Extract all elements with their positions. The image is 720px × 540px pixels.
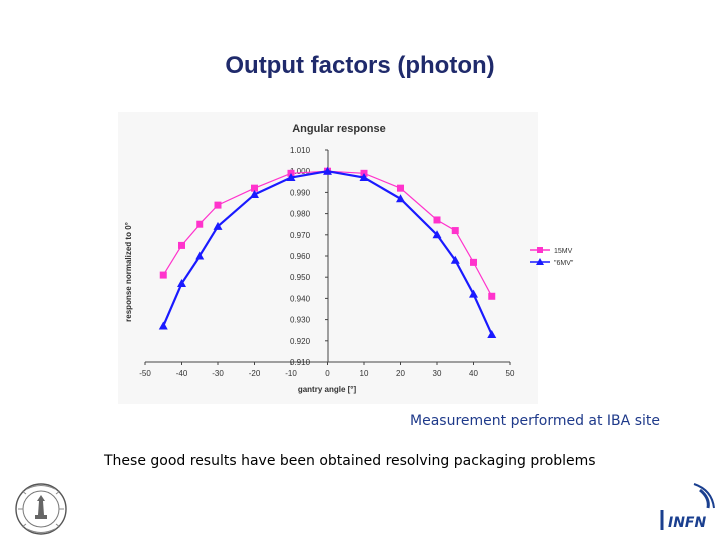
data-point-marker xyxy=(396,194,405,203)
results-note: These good results have been obtained re… xyxy=(104,453,596,469)
y-tick-label: 0.910 xyxy=(290,358,311,367)
data-point-marker xyxy=(323,166,332,175)
data-point-marker xyxy=(159,271,167,279)
page-title: Output factors (photon) xyxy=(225,52,495,79)
y-tick-label: 0.960 xyxy=(290,252,311,261)
chart-area: Angular response gantry angle [°] respon… xyxy=(118,112,574,404)
x-tick-label: 0 xyxy=(325,369,330,378)
data-point-marker xyxy=(213,221,223,230)
data-point-marker xyxy=(158,321,168,330)
data-point-marker xyxy=(195,251,205,260)
x-tick-label: 20 xyxy=(396,369,405,378)
y-tick-label: 0.990 xyxy=(290,188,311,197)
data-point-marker xyxy=(433,216,441,224)
x-tick-label: -30 xyxy=(212,369,224,378)
data-point-marker xyxy=(250,190,259,199)
legend-swatch-marker xyxy=(536,258,544,265)
data-point-marker xyxy=(451,227,459,235)
data-point-marker xyxy=(177,279,186,288)
y-tick-label: 0.930 xyxy=(290,316,311,325)
x-tick-label: 50 xyxy=(506,369,515,378)
y-axis-label: response normalized to 0° xyxy=(124,222,133,322)
y-tick-label: 0.970 xyxy=(290,231,311,240)
data-point-marker xyxy=(487,329,497,338)
y-tick-label: 0.950 xyxy=(290,273,311,282)
data-point-marker xyxy=(196,220,204,228)
x-tick-label: 40 xyxy=(469,369,478,378)
y-tick-label: 1.010 xyxy=(290,146,311,155)
data-point-marker xyxy=(469,289,478,298)
series-layer xyxy=(158,166,497,338)
x-tick-label: -50 xyxy=(139,369,151,378)
x-axis-label: gantry angle [°] xyxy=(298,385,357,394)
data-point-marker xyxy=(286,173,296,182)
y-tick-label: 1.000 xyxy=(290,167,311,176)
infn-logo-text: INFN xyxy=(668,515,706,531)
data-point-marker xyxy=(450,255,460,264)
x-tick-label: -20 xyxy=(249,369,261,378)
infn-logo-icon: INFN xyxy=(654,480,716,536)
legend: 15MV "6MV" xyxy=(530,247,574,267)
x-tick-label: -40 xyxy=(176,369,188,378)
data-point-marker xyxy=(397,184,404,192)
x-tick-label: -10 xyxy=(285,369,297,378)
university-seal-icon xyxy=(8,481,74,537)
data-point-marker xyxy=(488,292,496,300)
axes: -50 -40 -30 -20 -10 0 10 20 30 40 50 1.010 1.000 0.99… xyxy=(139,146,515,378)
data-point-marker xyxy=(470,258,477,266)
x-tick-label: 10 xyxy=(360,369,369,378)
measurement-note: Measurement performed at IBA site xyxy=(410,413,660,429)
y-tick-label: 0.980 xyxy=(290,210,311,219)
data-point-marker xyxy=(251,184,258,192)
data-point-marker xyxy=(214,201,222,209)
legend-label: 15MV xyxy=(554,248,573,255)
legend-swatch-marker xyxy=(537,247,543,253)
legend-label: "6MV" xyxy=(554,260,574,267)
chart-svg: Angular response gantry angle [°] respon… xyxy=(124,123,574,394)
x-tick-label: 30 xyxy=(433,369,442,378)
data-point-marker xyxy=(359,173,369,182)
data-point-marker xyxy=(178,241,185,249)
y-tick-label: 0.920 xyxy=(290,337,311,346)
y-tick-label: 0.940 xyxy=(290,294,311,303)
chart-title: Angular response xyxy=(292,123,386,135)
data-point-marker xyxy=(432,230,442,239)
